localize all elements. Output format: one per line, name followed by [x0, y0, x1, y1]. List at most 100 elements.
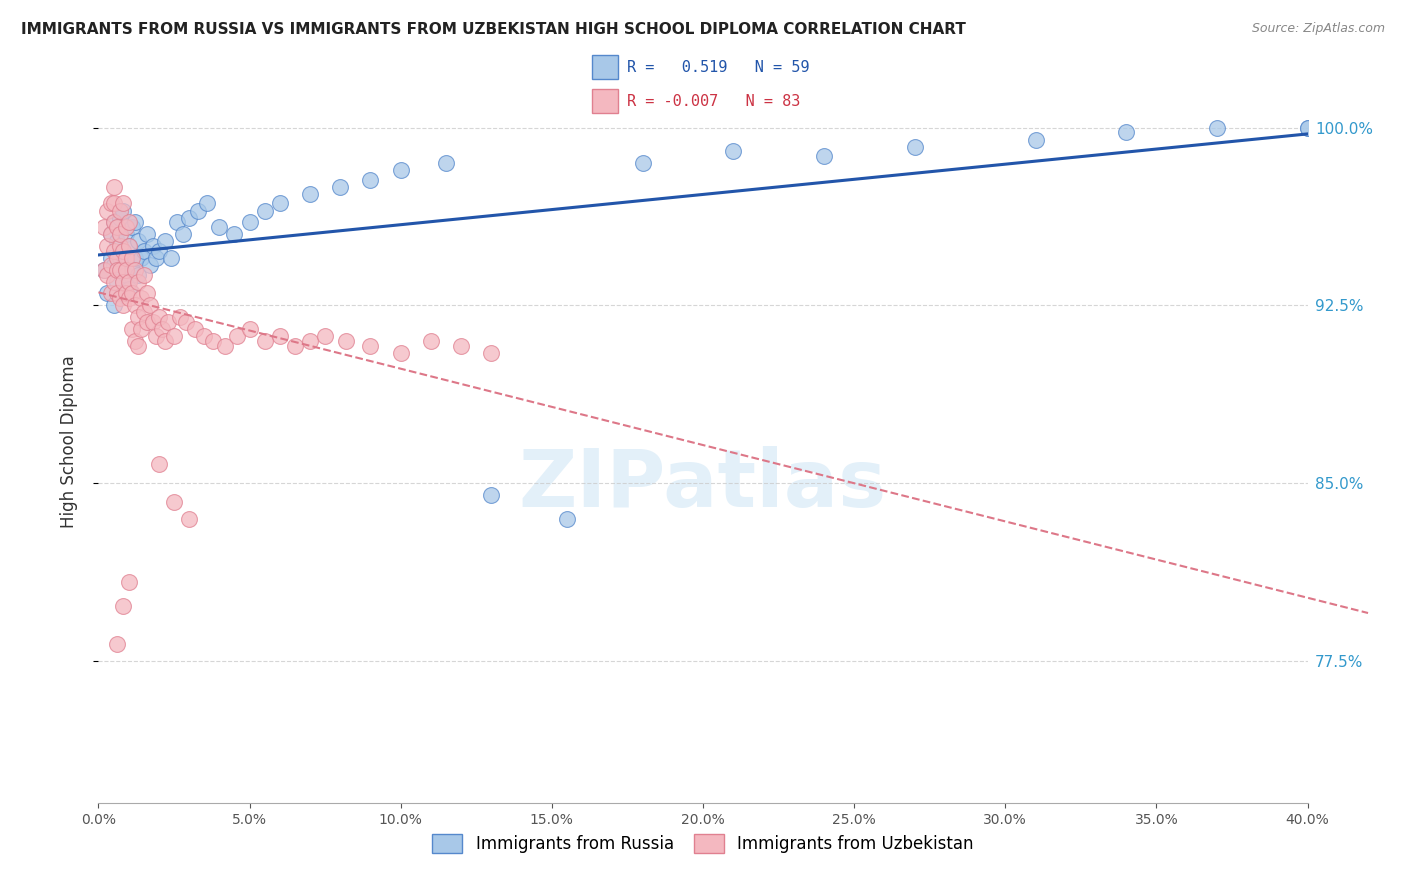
- Point: [114, 251, 136, 265]
- Point: [103, 180, 125, 194]
- Point: [253, 203, 276, 218]
- Point: [103, 215, 125, 229]
- Point: [108, 211, 131, 225]
- Point: [96, 268, 118, 282]
- Point: [105, 637, 128, 651]
- Point: [1296, 120, 1319, 135]
- Point: [127, 275, 149, 289]
- Point: [111, 286, 134, 301]
- Point: [142, 239, 165, 253]
- Point: [96, 239, 118, 253]
- Point: [114, 268, 136, 282]
- Point: [723, 145, 745, 159]
- Point: [100, 258, 122, 272]
- Point: [389, 163, 412, 178]
- Point: [132, 268, 155, 282]
- Point: [114, 262, 136, 277]
- Point: [103, 196, 125, 211]
- Point: [111, 203, 134, 218]
- Point: [1115, 125, 1137, 139]
- Point: [179, 511, 201, 525]
- Point: [105, 275, 128, 289]
- Point: [150, 322, 173, 336]
- Bar: [592, 54, 619, 78]
- Point: [299, 186, 322, 201]
- Point: [148, 457, 170, 471]
- Point: [118, 239, 141, 253]
- Point: [111, 275, 134, 289]
- Point: [108, 227, 131, 242]
- Point: [111, 244, 134, 258]
- Point: [135, 315, 157, 329]
- Text: IMMIGRANTS FROM RUSSIA VS IMMIGRANTS FROM UZBEKISTAN HIGH SCHOOL DIPLOMA CORRELA: IMMIGRANTS FROM RUSSIA VS IMMIGRANTS FRO…: [21, 22, 966, 37]
- Point: [118, 282, 141, 296]
- Point: [135, 227, 157, 242]
- Point: [360, 338, 382, 352]
- Point: [631, 156, 654, 170]
- Point: [329, 180, 352, 194]
- Point: [103, 298, 125, 312]
- Text: ZIPatlas: ZIPatlas: [519, 446, 887, 524]
- Point: [202, 334, 225, 348]
- Point: [118, 291, 141, 305]
- Point: [124, 262, 146, 277]
- Bar: [592, 89, 619, 113]
- Point: [299, 334, 322, 348]
- Point: [100, 227, 122, 242]
- Point: [434, 156, 457, 170]
- Point: [224, 227, 246, 242]
- Point: [93, 220, 115, 235]
- Point: [121, 251, 143, 265]
- Point: [118, 239, 141, 253]
- Point: [121, 286, 143, 301]
- Point: [184, 322, 207, 336]
- Point: [148, 244, 170, 258]
- Point: [193, 329, 215, 343]
- Point: [108, 203, 131, 218]
- Point: [904, 139, 927, 153]
- Point: [153, 334, 176, 348]
- Point: [172, 227, 194, 242]
- Point: [93, 262, 115, 277]
- Point: [124, 251, 146, 265]
- Point: [145, 329, 167, 343]
- Point: [114, 220, 136, 235]
- Text: Source: ZipAtlas.com: Source: ZipAtlas.com: [1251, 22, 1385, 36]
- Point: [111, 244, 134, 258]
- Point: [103, 244, 125, 258]
- Point: [103, 275, 125, 289]
- Point: [420, 334, 443, 348]
- Point: [100, 227, 122, 242]
- Point: [174, 315, 197, 329]
- Point: [129, 322, 152, 336]
- Point: [114, 286, 136, 301]
- Point: [124, 215, 146, 229]
- Point: [481, 488, 503, 502]
- Point: [105, 220, 128, 235]
- Point: [100, 196, 122, 211]
- Point: [129, 251, 152, 265]
- Point: [135, 286, 157, 301]
- Point: [108, 262, 131, 277]
- Point: [105, 235, 128, 249]
- Point: [284, 338, 307, 352]
- Y-axis label: High School Diploma: High School Diploma: [59, 355, 77, 528]
- Point: [124, 334, 146, 348]
- Point: [127, 338, 149, 352]
- Point: [153, 235, 176, 249]
- Point: [108, 239, 131, 253]
- Point: [105, 262, 128, 277]
- Point: [335, 334, 357, 348]
- Point: [139, 258, 162, 272]
- Point: [226, 329, 249, 343]
- Point: [145, 251, 167, 265]
- Point: [93, 262, 115, 277]
- Point: [360, 173, 382, 187]
- Point: [139, 298, 162, 312]
- Point: [111, 599, 134, 614]
- Point: [127, 310, 149, 325]
- Point: [108, 251, 131, 265]
- Point: [156, 315, 179, 329]
- Point: [239, 322, 262, 336]
- Point: [132, 305, 155, 319]
